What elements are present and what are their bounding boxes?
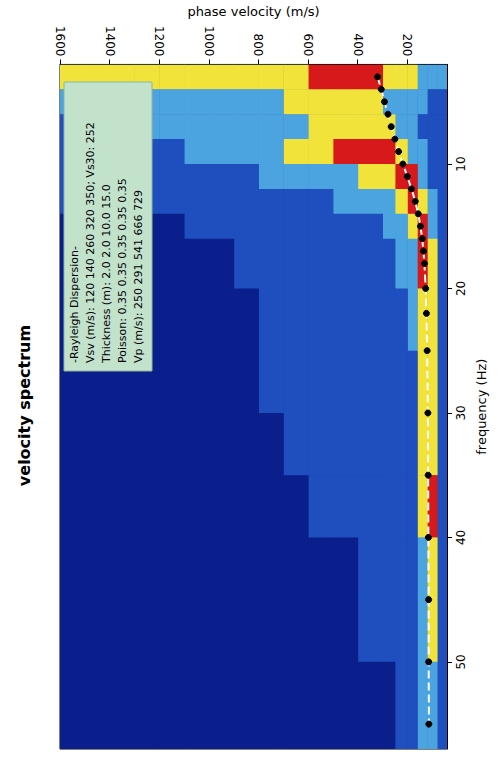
svg-text:phase velocity (m/s): phase velocity (m/s) bbox=[187, 4, 319, 19]
svg-text:600: 600 bbox=[301, 34, 315, 57]
svg-text:30: 30 bbox=[454, 405, 468, 420]
svg-text:1400: 1400 bbox=[103, 26, 117, 57]
svg-text:Vsv (m/s): 120 140 260 320 350: Vsv (m/s): 120 140 260 320 350; Vs30: 25… bbox=[84, 122, 97, 363]
svg-text:1600: 1600 bbox=[53, 26, 67, 57]
svg-text:50: 50 bbox=[454, 654, 468, 669]
svg-text:1000: 1000 bbox=[202, 26, 216, 57]
svg-text:frequency (Hz): frequency (Hz) bbox=[474, 359, 489, 455]
svg-text:velocity spectrum: velocity spectrum bbox=[15, 325, 34, 486]
svg-text:40: 40 bbox=[454, 530, 468, 545]
svg-text:800: 800 bbox=[251, 34, 265, 57]
svg-text:200: 200 bbox=[400, 34, 414, 57]
svg-text:-Rayleigh Dispersion-: -Rayleigh Dispersion- bbox=[68, 246, 81, 363]
svg-text:10: 10 bbox=[454, 156, 468, 171]
svg-text:400: 400 bbox=[351, 34, 365, 57]
svg-text:20: 20 bbox=[454, 281, 468, 296]
svg-text:Poisson: 0.35 0.35 0.35 0.35 0: Poisson: 0.35 0.35 0.35 0.35 0.35 bbox=[116, 178, 129, 363]
svg-text:1200: 1200 bbox=[152, 26, 166, 57]
svg-text:Vp (m/s): 250 291 541 666 729: Vp (m/s): 250 291 541 666 729 bbox=[132, 190, 145, 363]
svg-text:Thickness (m): 2.0 2.0 10.0 15: Thickness (m): 2.0 2.0 10.0 15.0 bbox=[100, 184, 113, 364]
